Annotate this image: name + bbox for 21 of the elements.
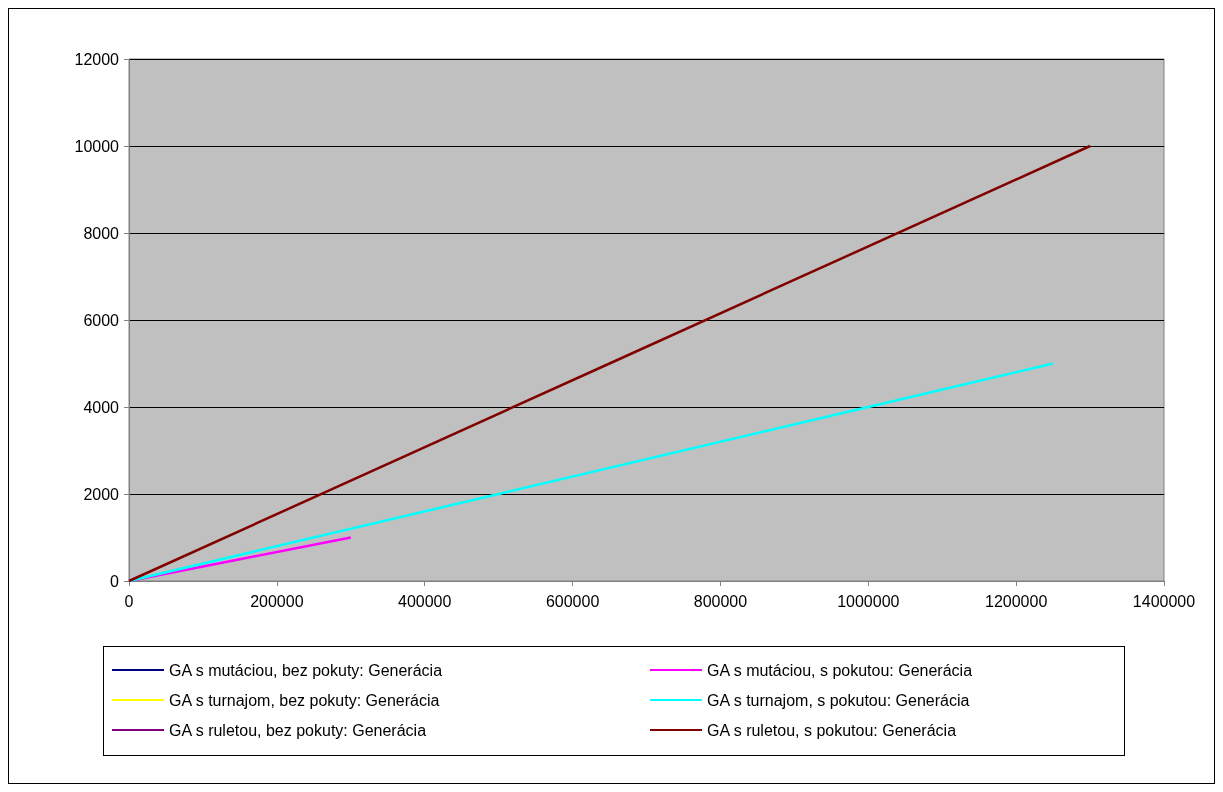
legend-label: GA s turnajom, bez pokuty: Generácia: [169, 691, 440, 709]
y-tick-label: 6000: [83, 311, 120, 329]
legend-label: GA s mutáciou, bez pokuty: Generácia: [169, 661, 443, 679]
y-tick-label: 10000: [74, 137, 120, 155]
x-tick-label: 0: [124, 592, 134, 610]
y-tick-label: 4000: [83, 398, 120, 416]
x-tick-label: 600000: [545, 592, 600, 610]
x-tick-label: 1400000: [1132, 592, 1196, 610]
x-tick-label: 1000000: [837, 592, 900, 610]
x-tick-label: 800000: [693, 592, 748, 610]
x-tick-label: 200000: [250, 592, 304, 610]
y-tick-label: 8000: [83, 224, 120, 242]
x-tick-label: 400000: [398, 592, 452, 610]
legend-label: GA s ruletou, bez pokuty: Generácia: [169, 721, 427, 739]
legend-label: GA s mutáciou, s pokutou: Generácia: [707, 661, 973, 679]
y-tick-label: 12000: [74, 50, 120, 68]
y-tick-label: 0: [110, 572, 120, 590]
legend-label: GA s turnajom, s pokutou: Generácia: [707, 691, 970, 709]
x-tick-label: 1200000: [984, 592, 1048, 610]
y-tick-label: 2000: [83, 485, 120, 503]
legend-label: GA s ruletou, s pokutou: Generácia: [707, 721, 957, 739]
